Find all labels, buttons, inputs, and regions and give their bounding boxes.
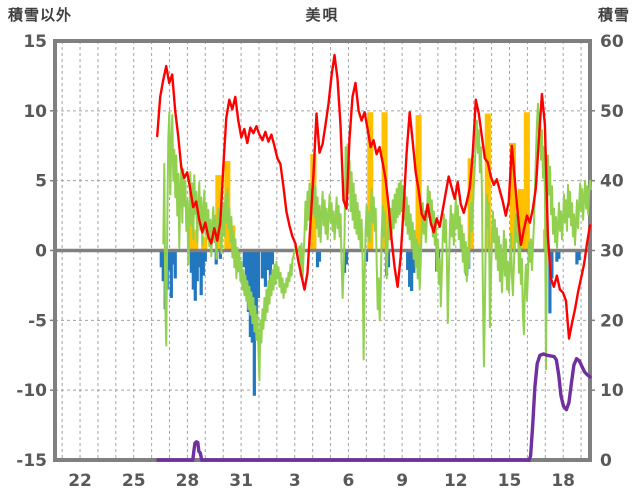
right-axis-tick-label: 0 xyxy=(600,451,612,471)
x-axis-tick-label: 6 xyxy=(343,471,355,491)
x-axis-tick-label: 22 xyxy=(68,471,92,491)
left-axis-tick-label: 5 xyxy=(35,172,47,192)
x-axis-tick-label: 9 xyxy=(396,471,408,491)
left-axis-tick-label: 10 xyxy=(23,102,47,122)
right-axis-tick-label: 20 xyxy=(600,311,624,331)
series-area xyxy=(55,53,593,462)
x-axis-tick-label: 25 xyxy=(122,471,146,491)
x-axis-tick-label: 31 xyxy=(229,471,253,491)
right-axis-tick-label: 40 xyxy=(600,172,624,192)
purple-line-series xyxy=(156,352,592,462)
chart-title: 美唄 xyxy=(305,6,340,24)
left-axis-tick-label: 15 xyxy=(23,32,47,52)
x-axis-tick-label: 28 xyxy=(176,471,200,491)
left-axis-tick-label: 0 xyxy=(35,242,47,262)
red-line-series xyxy=(155,53,592,340)
gridlines xyxy=(55,41,590,460)
left-axis-tick-label: -5 xyxy=(28,311,47,331)
right-axis-tick-label: 10 xyxy=(600,381,624,401)
right-axis-title: 積雪 xyxy=(597,6,630,24)
right-axis-tick-label: 30 xyxy=(600,242,624,262)
left-axis-title: 積雪以外 xyxy=(8,6,73,24)
x-axis-tick-label: 3 xyxy=(289,471,301,491)
x-axis-tick-label: 15 xyxy=(498,471,522,491)
left-axis-tick-label: -15 xyxy=(16,451,47,471)
x-axis-tick-label: 12 xyxy=(444,471,468,491)
left-axis-tick-label: -10 xyxy=(16,381,47,401)
right-axis-tick-label: 50 xyxy=(600,102,624,122)
x-axis-tick-label: 18 xyxy=(551,471,575,491)
right-axis-tick-label: 60 xyxy=(600,32,624,52)
